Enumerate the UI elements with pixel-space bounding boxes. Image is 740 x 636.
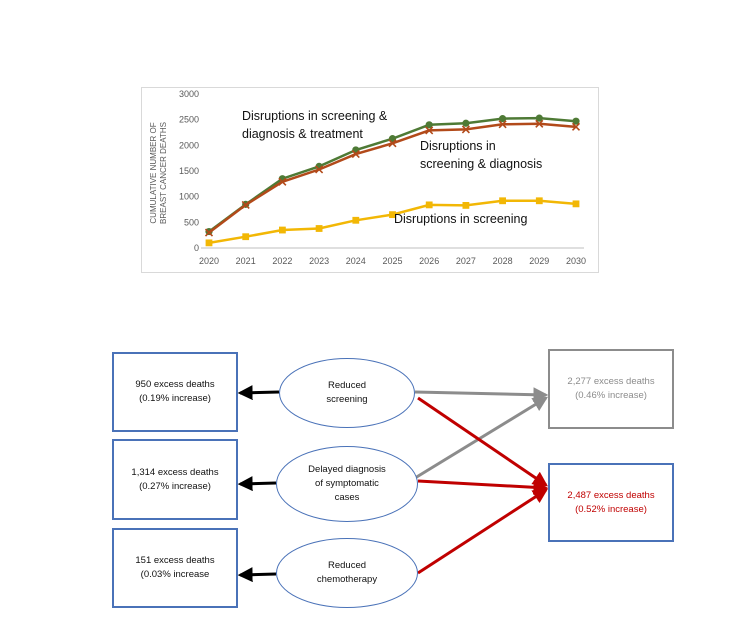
annotation-series-1-line-1: Disruptions in screening & <box>242 109 388 123</box>
x-tick-label: 2030 <box>566 256 586 266</box>
arrow-screening-to-left <box>237 385 280 401</box>
series-3-point <box>242 233 250 241</box>
excess-deaths-diagnosis-percent: (0.27% increase) <box>139 480 211 492</box>
arrow-screening-to-red <box>417 396 548 487</box>
series-2-point <box>204 228 214 237</box>
excess-deaths-all-disruptions-box: 2,487 excess deaths (0.52% increase) <box>548 463 674 542</box>
y-tick-label: 0 <box>194 243 199 253</box>
series-1-point <box>425 121 433 129</box>
series-3-point <box>205 239 213 247</box>
excess-deaths-chemotherapy-percent: (0.03% increase <box>140 569 210 580</box>
series-3-point <box>462 201 470 209</box>
x-tick-label: 2023 <box>309 256 329 266</box>
series-3 <box>205 197 580 247</box>
line-chart: CUMULATIVE NUMBER OF BREAST CANCER DEATH… <box>149 89 586 266</box>
reduced-screening-node: Reduced screening <box>279 358 415 428</box>
y-tick-label: 500 <box>184 217 199 227</box>
series-3-point <box>572 200 580 208</box>
series-3-point <box>352 216 360 224</box>
series-1-point <box>499 115 507 123</box>
series-2-point <box>461 125 470 134</box>
annotation-series-1-line-2: diagnosis & treatment <box>242 127 363 141</box>
series-2-point <box>425 126 434 135</box>
excess-deaths-screening-diagnosis-box: 2,277 excess deaths (0.46% increase) <box>548 349 674 429</box>
series-3-point <box>425 201 433 209</box>
y-axis-label-line-2: BREAST CANCER DEATHS <box>159 122 168 224</box>
x-tick-label: 2028 <box>493 256 513 266</box>
series-1-point <box>572 117 580 125</box>
excess-deaths-all-disruptions-count: 2,487 excess deaths <box>567 489 655 501</box>
y-tick-label: 2500 <box>179 115 199 125</box>
series-1-point <box>535 114 543 122</box>
annotation-series-3: Disruptions in screening <box>394 212 527 226</box>
reduced-chemotherapy-line-2: chemotherapy <box>316 574 378 585</box>
series-3-point <box>315 225 323 232</box>
series-2-point <box>241 200 250 209</box>
x-tick-label: 2020 <box>199 256 219 266</box>
excess-deaths-all-disruptions-percent: (0.52% increase) <box>575 503 647 515</box>
reduced-screening-line-2: screening <box>326 394 368 405</box>
series-3-point <box>279 226 286 234</box>
y-axis-label: CUMULATIVE NUMBER OF BREAST CANCER DEATH… <box>149 122 168 224</box>
reduced-chemotherapy-node: Reduced chemotherapy <box>276 538 418 608</box>
series-2-point <box>315 165 324 174</box>
arrow-diagnosis-to-left <box>237 476 277 492</box>
y-axis-label-line-1: CUMULATIVE NUMBER OF <box>149 122 158 223</box>
excess-deaths-screening-percent: (0.19% increase) <box>139 393 211 404</box>
y-tick-label: 2000 <box>179 140 199 150</box>
excess-deaths-diagnosis-count: 1,314 excess deaths <box>131 466 219 478</box>
series-2 <box>204 119 581 237</box>
y-tick-label: 1500 <box>179 166 199 176</box>
y-tick-label: 3000 <box>179 89 199 99</box>
excess-deaths-chemotherapy-box: 151 excess deaths (0.03% increase <box>112 528 238 608</box>
delayed-diagnosis-line-1: Delayed diagnosis <box>308 464 386 475</box>
x-tick-label: 2027 <box>456 256 476 266</box>
excess-deaths-screening-box: 950 excess deaths (0.19% increase) <box>112 352 238 432</box>
chart-frame: CUMULATIVE NUMBER OF BREAST CANCER DEATH… <box>141 87 599 273</box>
arrow-diagnosis-to-red <box>417 479 549 495</box>
series-3-point <box>535 197 543 205</box>
x-tick-label: 2021 <box>236 256 256 266</box>
excess-deaths-diagnosis-box: 1,314 excess deaths (0.27% increase) <box>112 439 238 520</box>
series-2-point <box>351 149 360 159</box>
excess-deaths-screening-diagnosis-count: 2,277 excess deaths <box>567 376 655 387</box>
arrow-chemo-to-left <box>237 567 277 583</box>
delayed-diagnosis-node: Delayed diagnosis of symptomatic cases <box>276 446 418 522</box>
series-2-point <box>571 122 581 131</box>
excess-deaths-chemotherapy-count: 151 excess deaths <box>135 555 215 566</box>
reduced-chemotherapy-line-1: Reduced <box>327 560 367 571</box>
delayed-diagnosis-line-2: of symptomatic <box>315 478 379 489</box>
series-2-point <box>278 177 287 186</box>
series-2-point <box>498 120 507 129</box>
series-3-point <box>499 197 506 205</box>
arrow-chemo-to-red <box>417 488 549 575</box>
y-tick-label: 1000 <box>179 192 199 202</box>
x-tick-label: 2024 <box>346 256 366 266</box>
excess-deaths-screening-diagnosis-percent: (0.46% increase) <box>575 390 647 401</box>
delayed-diagnosis-line-3: cases <box>334 492 360 503</box>
series-3-point <box>389 211 396 219</box>
x-tick-label: 2025 <box>382 256 402 266</box>
excess-deaths-screening-count: 950 excess deaths <box>135 379 215 390</box>
reduced-screening-line-1: Reduced <box>327 380 367 391</box>
series-1-point <box>462 119 470 127</box>
annotation-series-2-line-2: screening & diagnosis <box>420 157 542 171</box>
x-tick-label: 2022 <box>272 256 292 266</box>
series-2-point <box>535 119 544 128</box>
annotation-series-2-line-1: Disruptions in <box>420 139 496 153</box>
series-2-point <box>388 139 397 148</box>
arrow-screening-to-gray <box>414 387 549 403</box>
x-tick-label: 2029 <box>529 256 549 266</box>
arrow-diagnosis-to-gray <box>414 396 549 480</box>
x-tick-label: 2026 <box>419 256 439 266</box>
